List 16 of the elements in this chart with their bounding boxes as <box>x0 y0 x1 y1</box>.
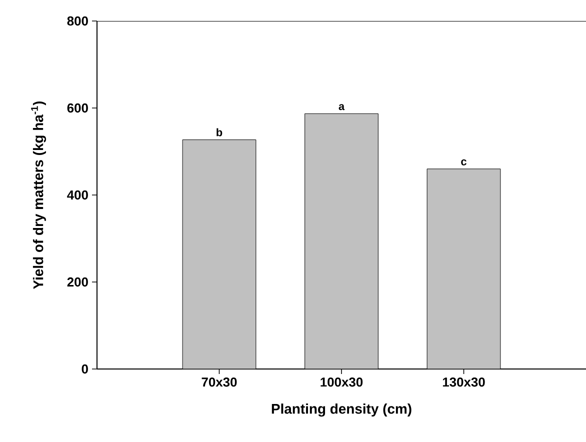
annotation: c <box>461 159 466 166</box>
x-tick-label: 130x30 <box>442 378 485 387</box>
y-axis-title: Yield of dry matters (kg ha$^{-1}$) <box>31 101 46 289</box>
bar <box>426 168 501 369</box>
bar <box>182 140 256 369</box>
x-axis-title: Planting density (cm) <box>272 404 412 417</box>
annotation: b <box>216 128 222 136</box>
bar <box>304 113 378 369</box>
x-tick-label: 100x30 <box>320 378 363 387</box>
y-tick-label: 0 <box>82 364 88 374</box>
y-tick-label: 200 <box>67 277 88 287</box>
x-tick-label: 70x30 <box>202 378 237 387</box>
y-tick-label: 800 <box>67 16 88 26</box>
annotation: a <box>338 104 345 110</box>
y-tick-label: 600 <box>67 103 88 113</box>
y-tick-label: 400 <box>67 190 88 200</box>
